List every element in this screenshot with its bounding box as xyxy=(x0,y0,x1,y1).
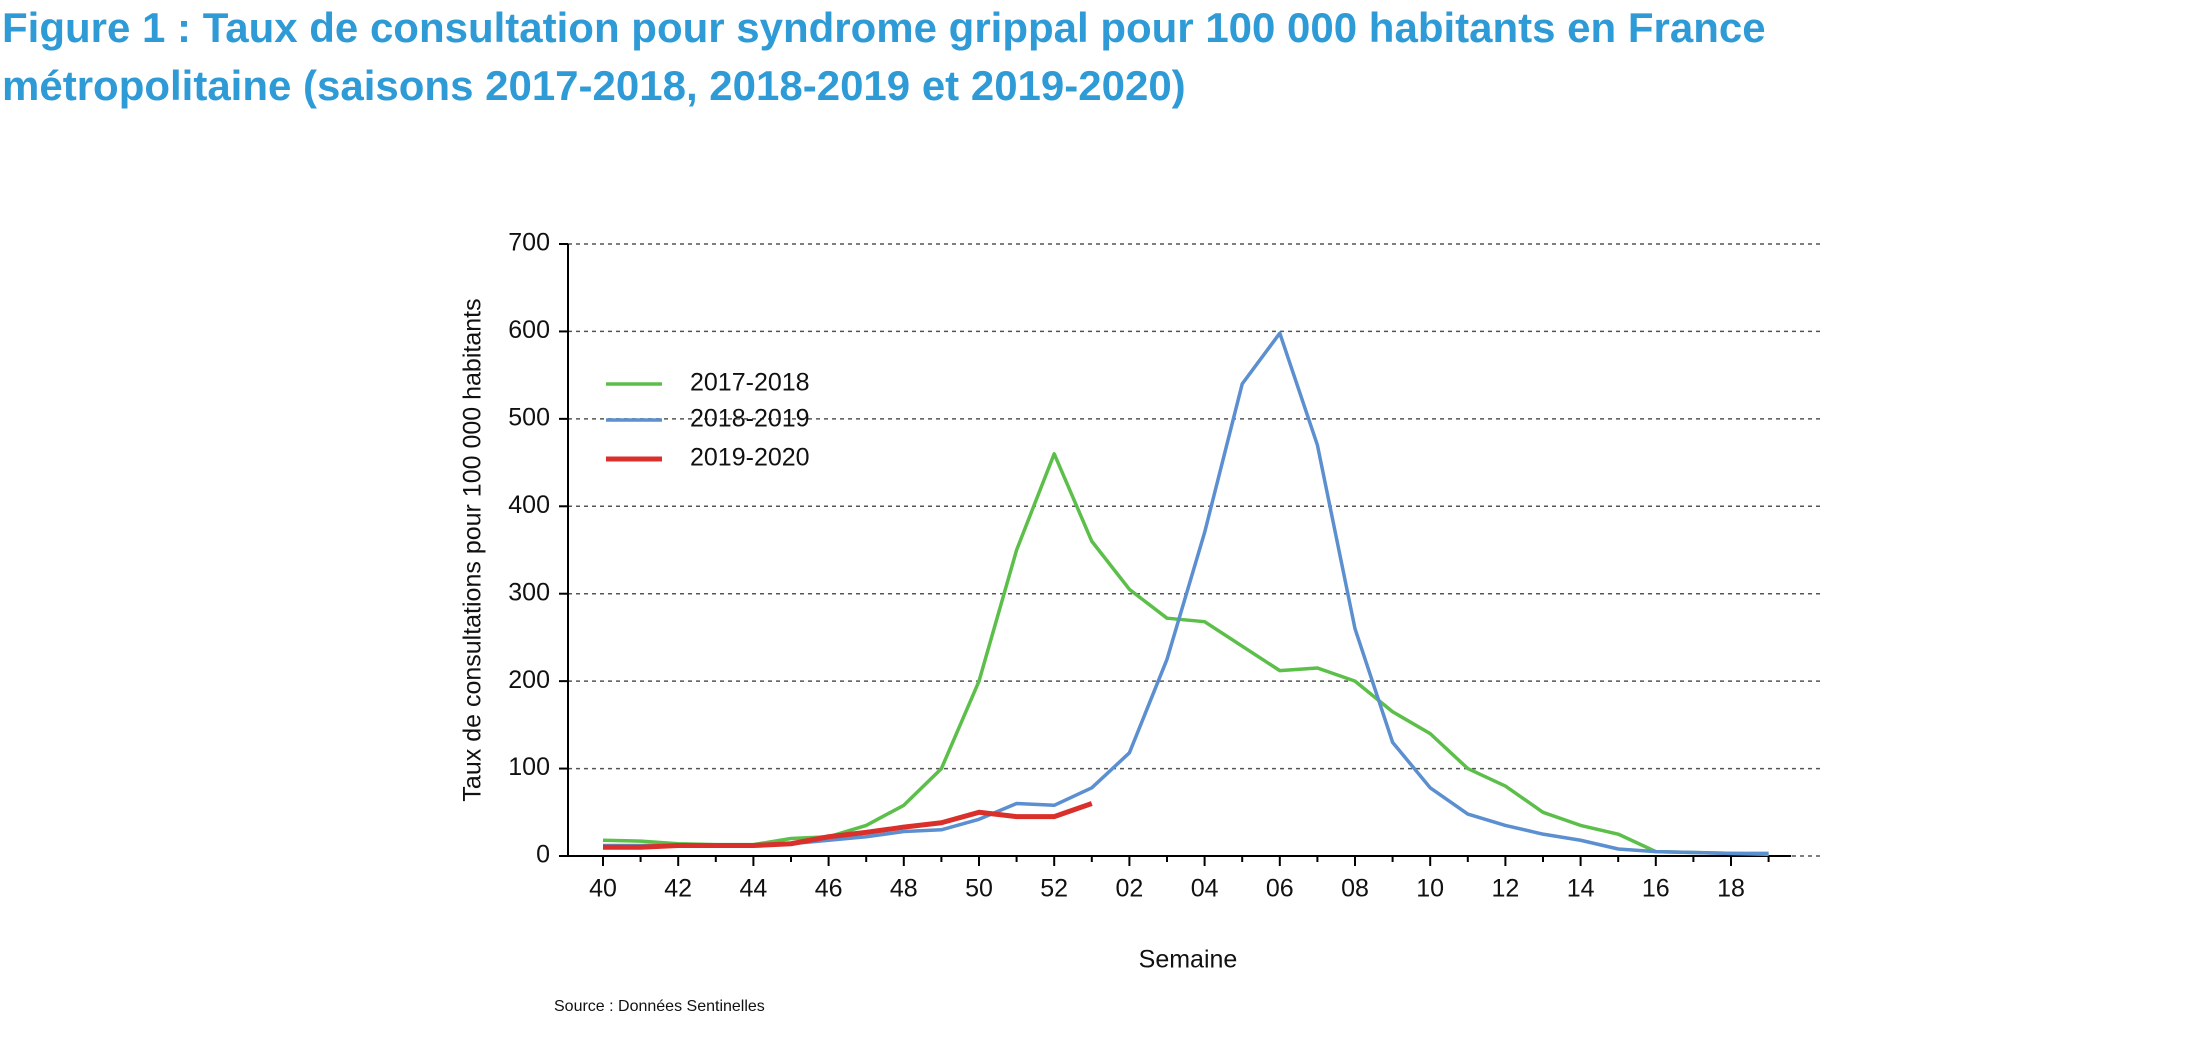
x-tick-label: 52 xyxy=(1040,875,1068,903)
x-tick-label: 44 xyxy=(739,875,767,903)
source-note: Source : Données Sentinelles xyxy=(554,998,765,1015)
y-tick-label: 200 xyxy=(508,666,550,694)
x-tick-label: 16 xyxy=(1642,875,1670,903)
chart-title: Figure 1 : Taux de consultation pour syn… xyxy=(2,4,1766,51)
x-tick-label: 06 xyxy=(1266,875,1294,903)
y-tick-label: 0 xyxy=(536,841,550,869)
x-tick-label: 02 xyxy=(1115,875,1143,903)
x-tick-label: 12 xyxy=(1491,875,1519,903)
x-tick-label: 46 xyxy=(815,875,843,903)
y-tick-label: 600 xyxy=(508,316,550,344)
chart-subtitle: métropolitaine (saisons 2017-2018, 2018-… xyxy=(2,62,1186,109)
y-tick-label: 500 xyxy=(508,403,550,431)
legend-label: 2017-2018 xyxy=(690,369,810,397)
x-tick-label: 50 xyxy=(965,875,993,903)
x-tick-label: 18 xyxy=(1717,875,1745,903)
legend-label: 2018-2019 xyxy=(690,405,810,433)
x-tick-label: 40 xyxy=(589,875,617,903)
x-tick-label: 10 xyxy=(1416,875,1444,903)
series-line xyxy=(602,452,1769,857)
x-tick-label: 48 xyxy=(890,875,918,903)
y-tick-label: 100 xyxy=(508,753,550,781)
y-tick-label: 700 xyxy=(508,229,550,257)
x-tick-label: 04 xyxy=(1191,875,1219,903)
series-line xyxy=(603,801,1093,850)
x-axis-label: Semaine xyxy=(1139,946,1238,974)
y-tick-label: 400 xyxy=(508,491,550,519)
x-tick-label: 42 xyxy=(664,875,692,903)
legend-label: 2019-2020 xyxy=(690,444,810,472)
y-tick-label: 300 xyxy=(508,578,550,606)
x-tick-label: 14 xyxy=(1567,875,1595,903)
y-axis-label: Taux de consultations pour 100 000 habit… xyxy=(459,298,487,801)
x-tick-label: 08 xyxy=(1341,875,1369,903)
